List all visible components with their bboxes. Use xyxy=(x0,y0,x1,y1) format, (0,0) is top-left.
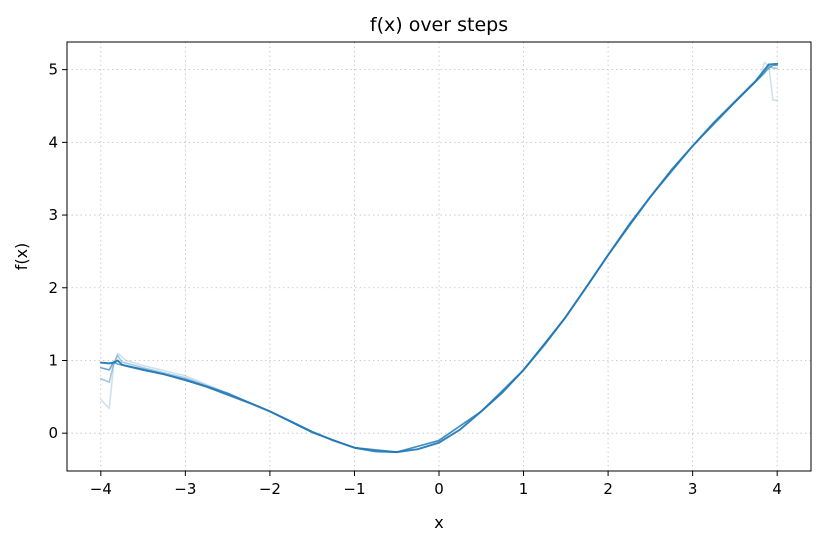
ticks: −4 −3 −2 −1 0 1 2 3 4 0 1 2 3 4 5 xyxy=(48,61,782,498)
y-tick-label: 3 xyxy=(48,206,58,224)
series-line-4 xyxy=(99,62,779,454)
y-axis-label: f(x) xyxy=(12,243,31,271)
x-axis-label: x xyxy=(434,513,443,532)
x-tick-label: −1 xyxy=(343,480,365,498)
x-tick-label: 1 xyxy=(519,480,529,498)
y-tick-label: 4 xyxy=(48,133,58,151)
y-tick-label: 0 xyxy=(48,424,58,442)
x-tick-label: −4 xyxy=(90,480,112,498)
y-tick-label: 5 xyxy=(48,61,58,79)
x-tick-label: 0 xyxy=(434,480,444,498)
grid xyxy=(67,42,811,471)
x-tick-label: −2 xyxy=(259,480,281,498)
x-tick-label: 4 xyxy=(772,480,782,498)
x-tick-label: 3 xyxy=(688,480,698,498)
y-tick-label: 2 xyxy=(48,279,58,297)
chart-title: f(x) over steps xyxy=(370,14,508,36)
x-tick-label: 2 xyxy=(603,480,613,498)
x-tick-label: −3 xyxy=(174,480,196,498)
y-tick-label: 1 xyxy=(48,351,58,369)
series-layer xyxy=(99,61,779,454)
